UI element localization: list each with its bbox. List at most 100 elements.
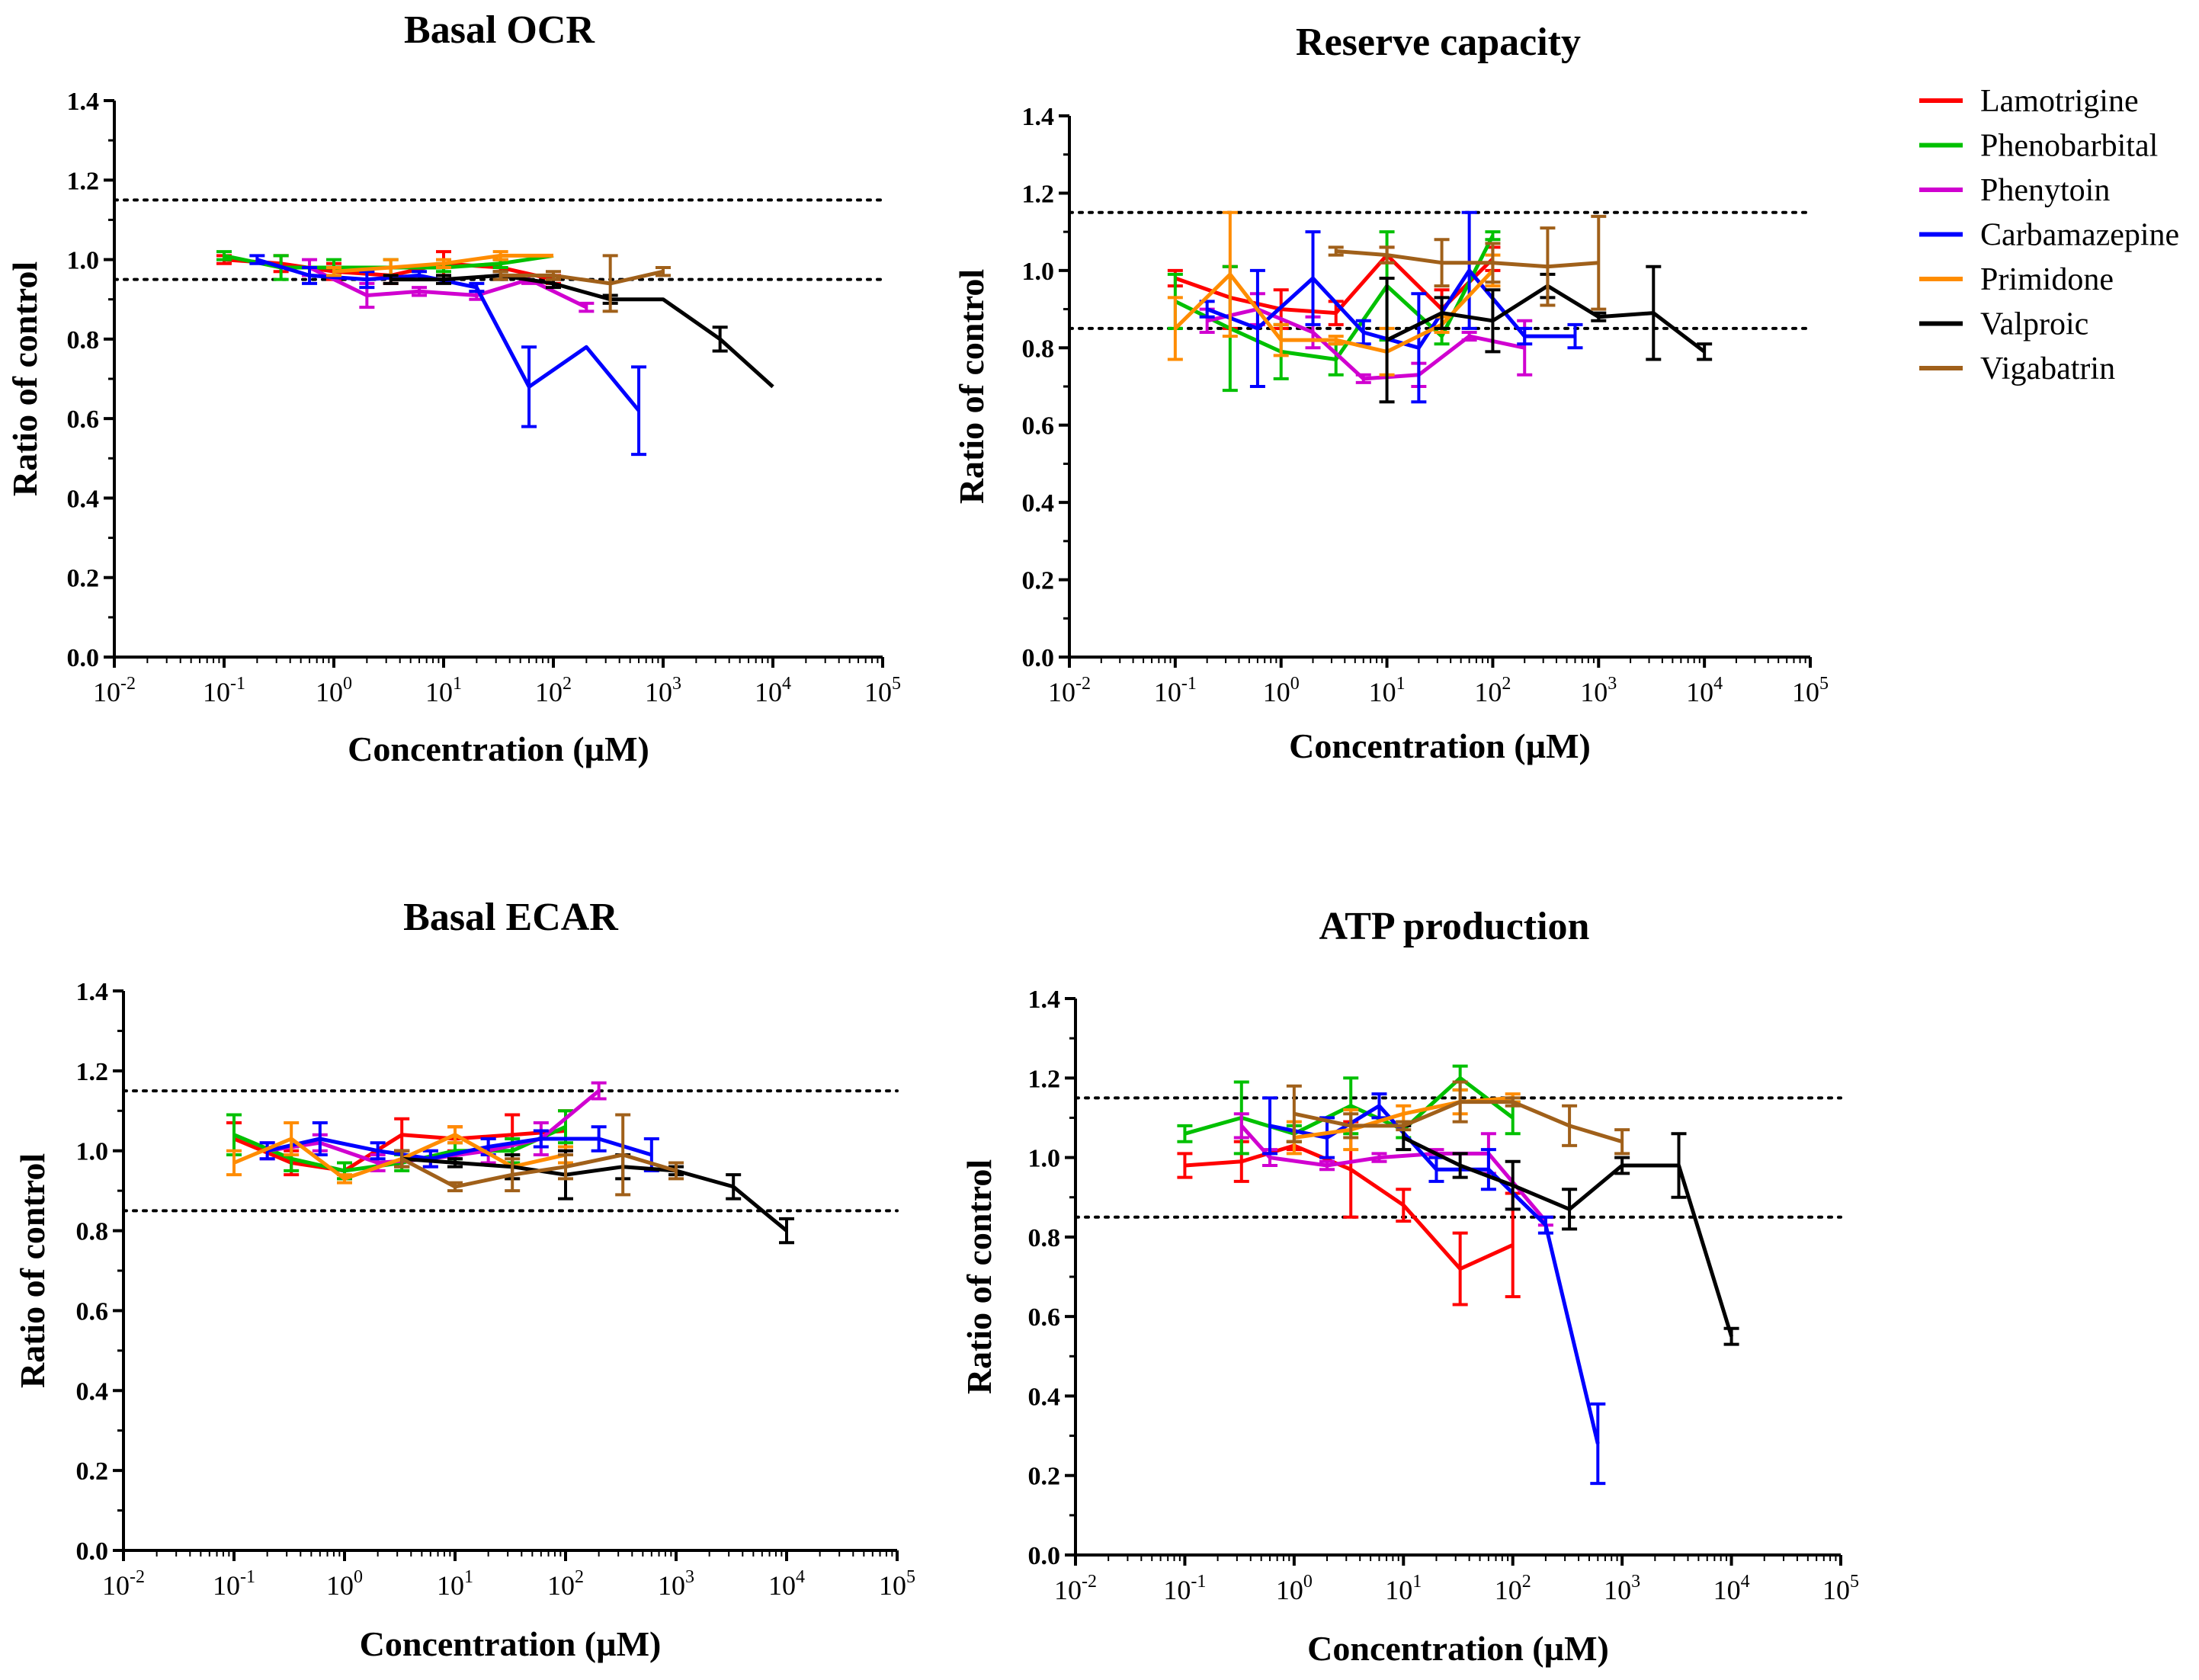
- x-tick-label: 102: [547, 1567, 584, 1601]
- x-tick-label: 102: [1474, 674, 1511, 707]
- x-tick-label: 102: [1495, 1572, 1531, 1605]
- x-tick-label: 100: [326, 1567, 363, 1601]
- legend-label-phenobarbital: Phenobarbital: [1980, 129, 2158, 164]
- series-carbamazepine: [249, 254, 647, 457]
- x-tick-label: 104: [1686, 674, 1723, 707]
- chart-title: Basal ECAR: [403, 896, 619, 939]
- legend-label-carbamazepine: Carbamazepine: [1980, 218, 2179, 253]
- chart-title: ATP production: [1319, 905, 1590, 948]
- y-axis-label: Ratio of control: [13, 1153, 52, 1388]
- x-axis-label: Concentration (µM): [348, 729, 649, 768]
- y-tick-label: 1.2: [1028, 1065, 1061, 1093]
- x-axis-label: Concentration (µM): [360, 1624, 662, 1663]
- legend-label-phenytoin: Phenytoin: [1980, 173, 2110, 208]
- x-tick-label: 103: [645, 674, 681, 707]
- series-line: [390, 273, 774, 389]
- y-tick-label: 1.2: [1022, 180, 1055, 208]
- y-tick-label: 1.2: [76, 1058, 109, 1086]
- series-vigabatrin: [1328, 214, 1607, 311]
- series-valproic: [394, 1149, 794, 1245]
- series-phenytoin: [1199, 292, 1533, 388]
- chart-title: Reserve capacity: [1296, 21, 1581, 64]
- series-valproic: [383, 270, 774, 389]
- series-line: [1239, 1124, 1547, 1223]
- y-tick-label: 0.4: [1022, 489, 1055, 518]
- y-tick-label: 0.2: [67, 565, 100, 593]
- y-tick-label: 0.2: [76, 1457, 109, 1486]
- x-tick-label: 102: [535, 674, 572, 707]
- y-tick-label: 0.6: [76, 1297, 109, 1326]
- x-tick-label: 10-2: [102, 1567, 145, 1601]
- series-line: [401, 1153, 677, 1189]
- x-tick-label: 101: [437, 1567, 473, 1601]
- y-tick-label: 0.4: [67, 485, 100, 513]
- y-tick-label: 1.0: [67, 247, 100, 275]
- x-tick-label: 100: [316, 674, 352, 707]
- series-carbamazepine: [1262, 1092, 1606, 1486]
- y-axis-label: Ratio of control: [952, 269, 991, 504]
- y-tick-label: 0.8: [1028, 1224, 1061, 1252]
- series-vigabatrin: [1286, 1080, 1630, 1156]
- y-tick-label: 0.0: [76, 1537, 109, 1566]
- x-tick-label: 10-1: [213, 1567, 255, 1601]
- series-line: [402, 1156, 788, 1233]
- x-tick-label: 105: [879, 1567, 915, 1601]
- y-axis-label: Ratio of control: [5, 261, 44, 496]
- x-tick-label: 100: [1263, 674, 1300, 707]
- series-line: [309, 265, 588, 309]
- y-tick-label: 0.8: [67, 326, 100, 354]
- legend-label-primidone: Primidone: [1980, 262, 2114, 297]
- y-tick-label: 0.8: [76, 1218, 109, 1246]
- x-tick-label: 104: [1713, 1572, 1750, 1605]
- y-tick-label: 0.4: [1028, 1383, 1061, 1411]
- y-tick-label: 0.6: [1028, 1303, 1061, 1332]
- series-primidone: [326, 250, 553, 277]
- chart-title: Basal OCR: [404, 8, 595, 52]
- x-axis-label: Concentration (µM): [1289, 726, 1591, 765]
- y-tick-label: 1.4: [76, 978, 109, 1006]
- x-tick-label: 10-1: [1154, 674, 1197, 707]
- y-tick-label: 0.2: [1028, 1463, 1061, 1491]
- x-tick-label: 101: [1369, 674, 1406, 707]
- chart-panel-3: Basal ECAR 0.0 0.2 0.4 0.6 0.8 1.0 1.2 1.4 10-2 10…: [13, 896, 915, 1663]
- y-tick-label: 0.6: [67, 406, 100, 434]
- x-tick-label: 103: [1604, 1572, 1640, 1605]
- x-tick-label: 10-1: [203, 674, 245, 707]
- x-tick-label: 105: [864, 674, 901, 707]
- x-tick-label: 105: [1822, 1572, 1859, 1605]
- x-tick-label: 101: [425, 674, 462, 707]
- series-line: [267, 1137, 652, 1161]
- y-tick-label: 1.0: [1022, 258, 1055, 286]
- legend: Lamotrigine Phenobarbital Phenytoin Carbama…: [1919, 84, 2179, 386]
- series-line: [1402, 1136, 1733, 1337]
- y-tick-label: 1.0: [76, 1138, 109, 1166]
- x-tick-label: 103: [658, 1567, 694, 1601]
- x-tick-label: 104: [768, 1567, 805, 1601]
- y-axis-label: Ratio of control: [960, 1159, 999, 1394]
- y-tick-label: 1.0: [1028, 1145, 1061, 1173]
- x-tick-label: 101: [1385, 1572, 1422, 1605]
- x-tick-label: 10-2: [1048, 674, 1091, 707]
- x-tick-label: 105: [1792, 674, 1829, 707]
- series-line: [1335, 249, 1599, 269]
- series-line: [500, 269, 664, 286]
- series-vigabatrin: [492, 254, 671, 313]
- chart-panel-4: ATP production 0.0 0.2 0.4 0.6 0.8 1.0 1.2 1.4 10…: [960, 905, 1859, 1668]
- legend-label-lamotrigine: Lamotrigine: [1980, 84, 2139, 119]
- y-tick-label: 0.4: [76, 1377, 109, 1406]
- series-line: [1386, 284, 1706, 354]
- x-axis-label: Concentration (µM): [1307, 1629, 1609, 1668]
- x-tick-label: 104: [755, 674, 791, 707]
- y-tick-label: 0.2: [1022, 567, 1055, 595]
- x-tick-label: 10-2: [1054, 1572, 1097, 1605]
- y-tick-label: 0.0: [1028, 1542, 1061, 1570]
- legend-label-vigabatrin: Vigabatrin: [1980, 351, 2115, 386]
- x-tick-label: 103: [1580, 674, 1617, 707]
- y-tick-label: 0.8: [1022, 335, 1055, 363]
- legend-label-valproic: Valproic: [1980, 307, 2088, 342]
- chart-panel-1: Basal OCR 0.0 0.2 0.4 0.6 0.8 1.0 1.2 1.4 10-2 10-…: [5, 8, 901, 768]
- series-line: [256, 258, 641, 412]
- x-tick-label: 10-1: [1163, 1572, 1206, 1605]
- chart-panel-2: Reserve capacity 0.0 0.2 0.4 0.6 0.8 1.0 1.2 1.4…: [952, 21, 1829, 765]
